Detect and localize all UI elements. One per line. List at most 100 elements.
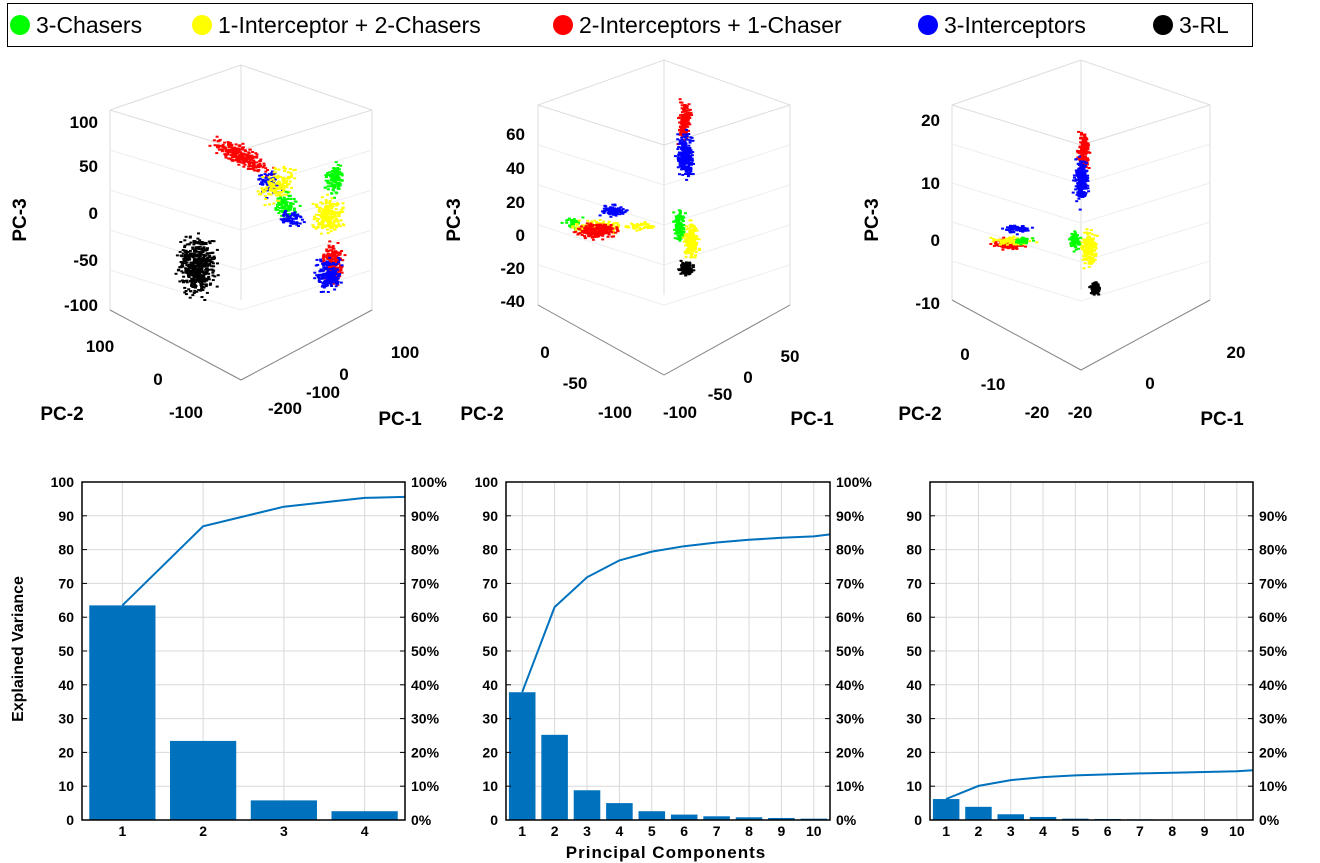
- scatter-point: [1081, 144, 1085, 147]
- scatter-point: [326, 207, 330, 210]
- scatter-point: [695, 235, 699, 238]
- scatter-point: [202, 277, 206, 280]
- scatter-point: [325, 271, 329, 274]
- scatter-point: [251, 164, 255, 167]
- scatter-point: [597, 232, 601, 235]
- scatter-point: [243, 163, 247, 166]
- x-tick-label: 6: [680, 823, 688, 839]
- scatter-point: [317, 208, 321, 211]
- scatter-point: [322, 259, 326, 262]
- scatter-point: [325, 260, 329, 263]
- scatter-point: [1079, 189, 1083, 192]
- scatter-point: [331, 272, 335, 275]
- scatter-point: [274, 191, 278, 194]
- scatter-point: [600, 225, 604, 228]
- scatter-point: [188, 280, 192, 283]
- scatter-point: [199, 275, 203, 278]
- scatter-point: [238, 153, 242, 156]
- scatter-point: [323, 277, 327, 279]
- scatter-point: [1083, 133, 1087, 136]
- scatter-point: [197, 232, 200, 235]
- scatter-point: [621, 208, 625, 211]
- scatter-point: [260, 181, 264, 184]
- scatter-point: [295, 214, 299, 217]
- scatter-point: [292, 207, 296, 210]
- scatter-point: [1087, 167, 1091, 169]
- scatter-point: [331, 205, 335, 208]
- scatter-point: [1074, 158, 1078, 161]
- scatter-point: [276, 177, 280, 180]
- legend-label: 3-Chasers: [36, 11, 143, 38]
- scatter-point: [583, 235, 587, 238]
- scatter-point: [325, 272, 329, 275]
- scatter-point: [200, 287, 204, 290]
- scatter-point: [326, 253, 330, 256]
- scatter-point: [284, 198, 287, 201]
- scatter-point: [604, 232, 608, 235]
- scatter-point: [237, 149, 241, 152]
- scatter-point: [1081, 138, 1085, 141]
- scatter-point: [680, 118, 684, 121]
- box-edge: [240, 109, 373, 151]
- scatter-point: [252, 159, 256, 162]
- scatter-point: [281, 185, 285, 188]
- scatter-point: [583, 237, 587, 240]
- scatter-point: [255, 166, 259, 168]
- scatter-point: [183, 291, 187, 294]
- scatter-point: [688, 270, 692, 273]
- scatter-point: [330, 207, 333, 210]
- scatter-point: [182, 280, 186, 282]
- y2-tick-label: 90%: [1259, 508, 1288, 524]
- scatter-point: [571, 226, 575, 229]
- scatter-point: [205, 248, 209, 251]
- bar: [997, 814, 1024, 820]
- scatter-point: [319, 232, 323, 235]
- scatter-point: [686, 175, 690, 178]
- legend-label: 1-Interceptor + 2-Chasers: [218, 11, 481, 38]
- scatter-point: [678, 212, 682, 215]
- scatter-point: [1083, 144, 1087, 147]
- scatter-point: [247, 163, 251, 166]
- scatter-point: [331, 268, 335, 271]
- scatter-point: [287, 220, 291, 223]
- scatter-point: [186, 254, 190, 256]
- scatter-point: [266, 169, 270, 171]
- scatter-point: [278, 202, 282, 205]
- scatter-point: [206, 278, 210, 280]
- y2-tick-label: 60%: [411, 609, 440, 625]
- y-tick-label: 100: [475, 474, 499, 490]
- scatter-point: [684, 266, 688, 269]
- legend: 3-Chasers 1-Interceptor + 2-Chasers 2-In…: [7, 3, 1253, 47]
- bar-panel-2: 01020304050607080901000%10%20%30%40%50%6…: [475, 474, 873, 839]
- scatter-point: [192, 265, 196, 268]
- scatter-point: [211, 269, 215, 272]
- scatter-point: [236, 160, 240, 163]
- scatter-point: [685, 239, 689, 242]
- scatter-point: [580, 234, 584, 236]
- scatter-point: [610, 206, 614, 209]
- scatter-point: [231, 159, 235, 162]
- y2-tick-label: 70%: [411, 575, 440, 591]
- scatter-point: [230, 151, 234, 154]
- scatter-panel-2-box: [537, 59, 791, 376]
- bar: [331, 811, 398, 820]
- scatter-point: [216, 140, 220, 143]
- scatter-point: [581, 216, 585, 219]
- scatter-point: [328, 256, 332, 259]
- x-tick-label: 6: [1104, 823, 1112, 839]
- scatter-point: [285, 186, 289, 189]
- scatter-point: [692, 163, 695, 165]
- scatter-point: [181, 271, 185, 274]
- scatter-point: [330, 278, 334, 280]
- scatter-point: [1076, 182, 1080, 185]
- y-tick-label: 80: [906, 542, 922, 558]
- bar: [965, 806, 992, 820]
- y-tick-label: 10: [482, 778, 498, 794]
- scatter-point: [187, 263, 191, 266]
- scatter-point: [329, 255, 332, 258]
- scatter-point: [642, 227, 646, 229]
- scatter-point: [673, 232, 677, 235]
- scatter-point: [237, 144, 241, 147]
- scatter-point: [572, 223, 576, 225]
- scatter-point: [272, 189, 276, 192]
